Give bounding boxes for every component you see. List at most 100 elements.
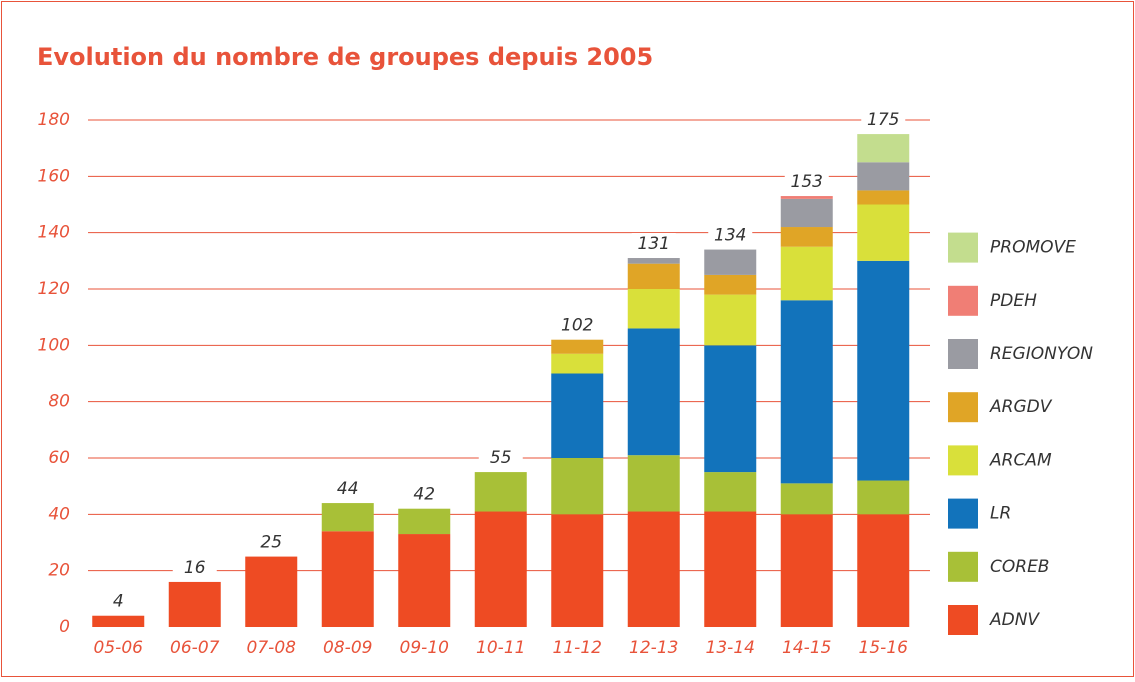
bar-segment [857, 190, 910, 205]
x-tick-label: 08-09 [323, 638, 372, 658]
bar-segment [857, 204, 910, 261]
legend-label: ARGDV [989, 397, 1053, 417]
legend-swatch [948, 339, 978, 369]
y-tick-label: 100 [38, 335, 70, 355]
x-tick-label: 09-10 [400, 638, 449, 658]
x-tick-label: 10-11 [476, 638, 525, 658]
bar-segment [627, 455, 680, 512]
total-label-bg [172, 556, 217, 579]
total-label-bg [555, 314, 600, 337]
bar-segment [627, 263, 680, 289]
legend-label: REGIONYON [990, 344, 1093, 364]
total-label: 153 [791, 172, 823, 192]
total-label: 102 [561, 316, 593, 336]
bar-segment [321, 531, 374, 627]
total-label-bg [631, 233, 676, 256]
x-tick-label: 12-13 [629, 638, 678, 658]
bar-segment [168, 581, 221, 627]
bar-segment [551, 373, 604, 458]
total-label-bg [708, 224, 753, 247]
legend-label: PDEH [990, 291, 1037, 311]
bar-segment [627, 511, 680, 627]
legend-label: COREB [990, 557, 1049, 577]
legend-label: LR [990, 504, 1011, 524]
bar-segment [780, 300, 833, 484]
y-tick-label: 120 [38, 279, 70, 299]
x-tick-label: 05-06 [94, 638, 144, 658]
total-label: 42 [413, 485, 435, 505]
legend-label: ADNV [989, 610, 1040, 630]
total-label: 4 [113, 592, 124, 612]
bar-segment [627, 328, 680, 456]
bar-segment [551, 458, 604, 515]
bar-segment [551, 339, 604, 354]
total-label-bg [478, 447, 523, 470]
total-label: 16 [184, 558, 206, 578]
bar-segment [92, 615, 145, 627]
bar-segment [857, 260, 910, 481]
bar-segment [780, 196, 833, 199]
total-label-bg [402, 483, 447, 506]
chart-title: Evolution du nombre de groupes depuis 20… [37, 43, 653, 71]
total-label-bg [96, 590, 141, 613]
y-tick-label: 0 [59, 617, 70, 637]
x-tick-label: 15-16 [859, 638, 909, 658]
bar-segment [704, 294, 757, 346]
bar-segment [551, 514, 604, 627]
y-tick-label: 80 [48, 392, 70, 412]
x-tick-label: 14-15 [782, 638, 831, 658]
bar-segment [857, 514, 910, 627]
bar-segment [857, 162, 910, 191]
bar-segment [780, 483, 833, 515]
legend-swatch [948, 445, 978, 476]
legend-label: ARCAM [989, 450, 1052, 470]
x-tick-label: 13-14 [706, 638, 755, 658]
bar-segment [398, 508, 451, 535]
total-label: 175 [867, 110, 899, 130]
total-label: 25 [260, 533, 282, 553]
bar-segment [245, 556, 298, 627]
y-tick-label: 60 [48, 448, 70, 468]
y-tick-label: 140 [38, 223, 70, 243]
total-label: 55 [490, 448, 512, 468]
bar-segment [704, 249, 757, 275]
total-label-bg [861, 109, 906, 132]
x-tick-label: 07-08 [247, 638, 297, 658]
bar-segment [474, 511, 527, 627]
total-label: 134 [714, 226, 746, 246]
total-label-bg [325, 478, 370, 501]
bar-segment [704, 274, 757, 295]
total-label-bg [784, 171, 829, 194]
bar-segment [780, 227, 833, 247]
x-tick-label: 06-07 [170, 638, 220, 658]
bar-segment [857, 480, 910, 515]
legend-swatch [948, 392, 978, 423]
bar-segment [627, 289, 680, 329]
x-tick-label: 11-12 [553, 638, 602, 658]
bar-segment [780, 246, 833, 301]
total-label-bg [249, 531, 294, 554]
y-tick-label: 180 [38, 110, 70, 130]
bar-segment [780, 198, 833, 228]
bar-segment [321, 503, 374, 532]
bar-segment [627, 258, 680, 264]
legend-swatch [948, 605, 978, 635]
bar-segment [704, 472, 757, 512]
bar-segment [474, 472, 527, 512]
y-tick-label: 20 [48, 561, 70, 581]
y-tick-label: 160 [38, 166, 70, 186]
bar-segment [704, 345, 757, 473]
total-label: 44 [337, 479, 359, 499]
bar-segment [780, 514, 833, 627]
legend-swatch [948, 232, 978, 263]
bar-segment [551, 353, 604, 374]
legend-swatch [948, 551, 978, 582]
legend-label: PROMOVE [990, 238, 1076, 258]
bar-segment [704, 511, 757, 627]
bar-segment [398, 534, 451, 627]
y-tick-label: 40 [48, 504, 70, 524]
total-label: 131 [638, 234, 670, 254]
legend-swatch [948, 498, 978, 529]
